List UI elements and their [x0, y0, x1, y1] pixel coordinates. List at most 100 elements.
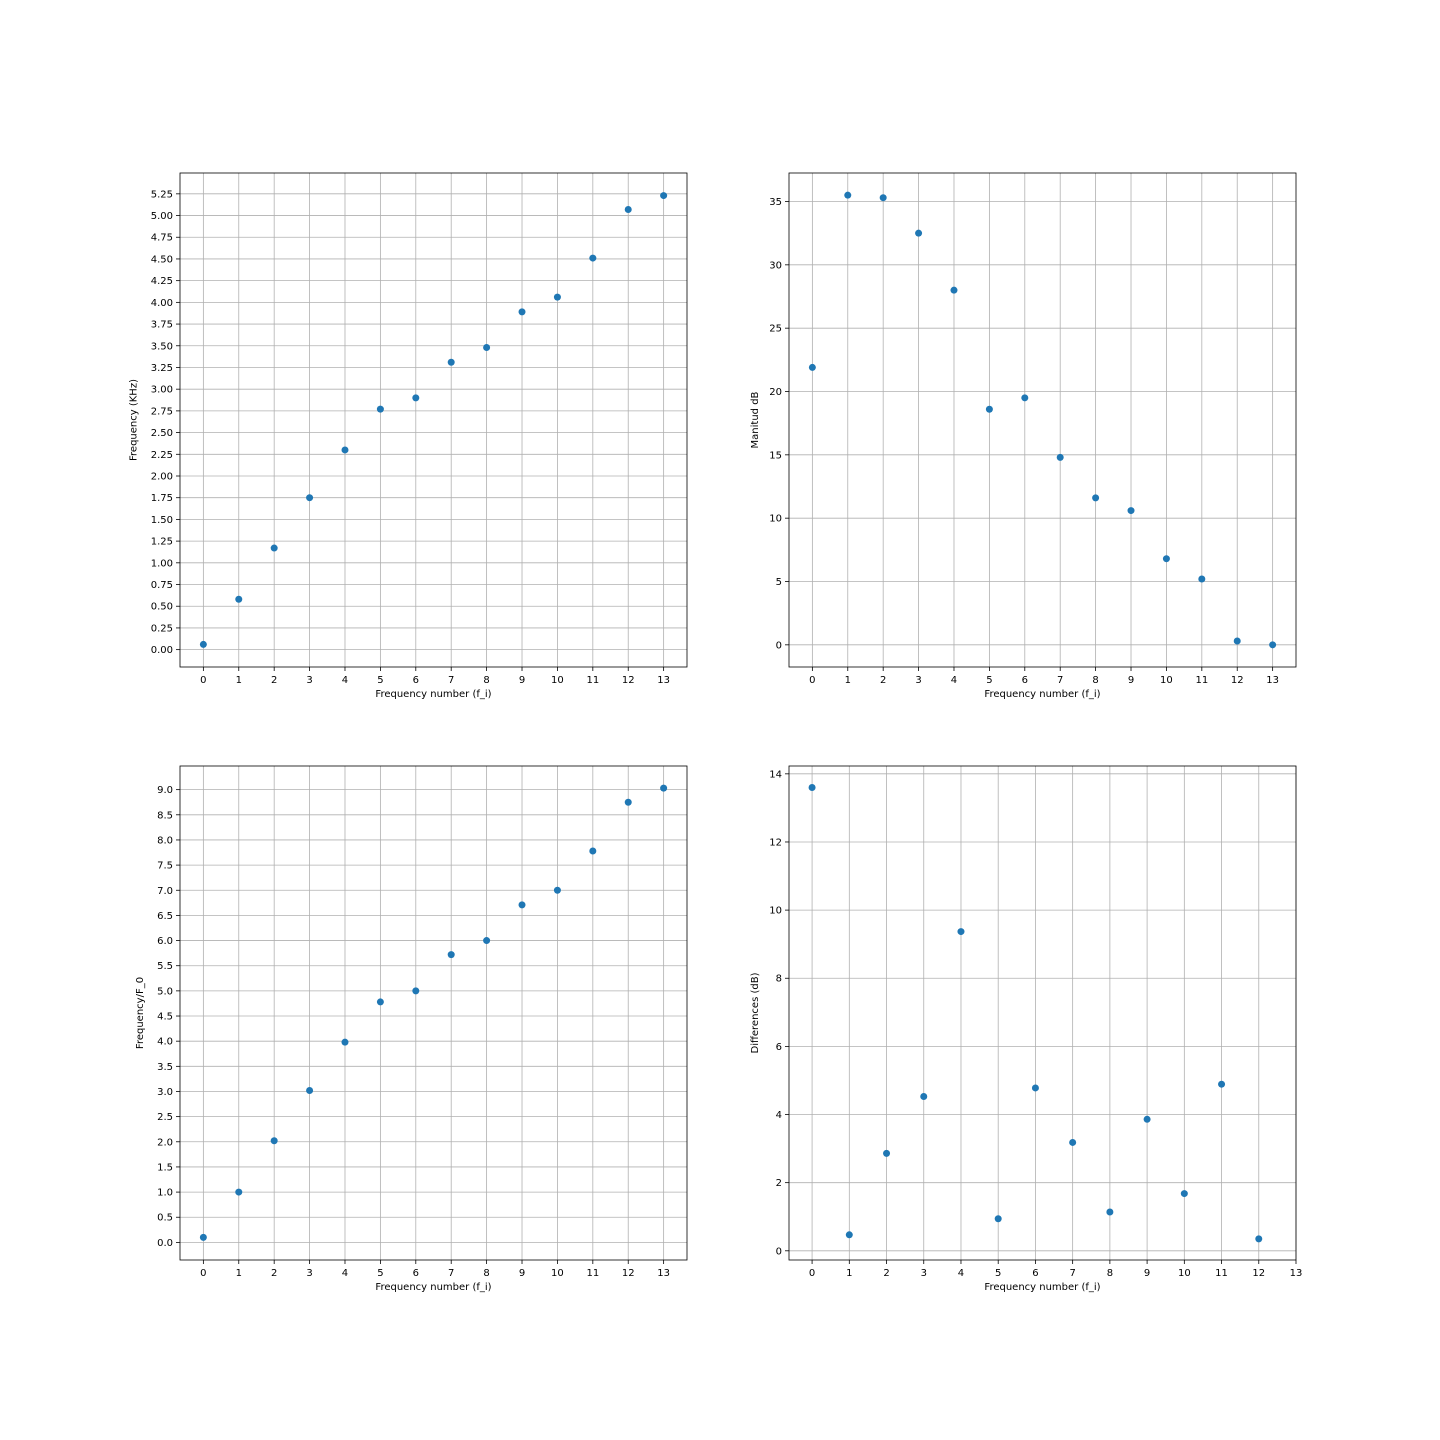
data-point	[950, 286, 958, 294]
y-tick-label: 6	[776, 1042, 782, 1053]
x-tick-label: 4	[951, 675, 957, 686]
x-tick-label: 9	[1144, 1268, 1150, 1279]
y-tick-label: 2.0	[157, 1137, 173, 1148]
y-tick-label: 10	[769, 514, 782, 525]
y-tick-label: 8.5	[157, 810, 173, 821]
y-tick-label: 4.50	[151, 254, 173, 265]
x-tick-label: 9	[519, 675, 525, 686]
data-point	[808, 363, 816, 371]
x-tick-label: 10	[551, 1268, 564, 1279]
y-tick-label: 2.50	[151, 428, 173, 439]
data-point	[808, 783, 816, 791]
y-tick-label: 0.50	[151, 602, 173, 613]
data-point	[553, 293, 561, 301]
x-tick-label: 6	[1022, 675, 1028, 686]
y-tick-label: 10	[769, 906, 782, 917]
data-point	[412, 987, 420, 995]
x-axis-label: Frequency number (f_i)	[984, 1282, 1100, 1293]
data-point	[1269, 641, 1277, 649]
data-point	[994, 1215, 1002, 1223]
x-tick-label: 12	[1252, 1268, 1265, 1279]
y-tick-label: 5.25	[151, 189, 173, 200]
data-point	[1143, 1115, 1151, 1123]
data-point	[341, 1038, 349, 1046]
y-tick-label: 2	[776, 1178, 782, 1189]
x-tick-label: 5	[377, 675, 383, 686]
data-point	[1198, 575, 1206, 583]
x-tick-label: 5	[995, 1268, 1001, 1279]
plot-frame	[788, 765, 1297, 1261]
x-tick-label: 3	[306, 675, 312, 686]
y-tick-label: 8.0	[157, 835, 173, 846]
y-tick-label: 1.5	[157, 1162, 173, 1173]
y-tick-label: 1.25	[151, 537, 173, 548]
x-tick-label: 10	[551, 675, 564, 686]
data-point	[1218, 1080, 1226, 1088]
x-axis-label: Frequency number (f_i)	[375, 689, 491, 700]
x-tick-label: 3	[921, 1268, 927, 1279]
y-tick-label: 5	[776, 577, 782, 588]
x-tick-label: 12	[622, 1268, 635, 1279]
x-tick-label: 11	[1215, 1268, 1228, 1279]
y-tick-label: 1.50	[151, 515, 173, 526]
data-point	[1021, 394, 1029, 402]
x-tick-label: 0	[200, 675, 206, 686]
data-point	[589, 847, 597, 855]
data-point	[518, 901, 526, 909]
x-tick-label: 8	[1092, 675, 1098, 686]
x-tick-label: 5	[377, 1268, 383, 1279]
y-axis-label: Differences (dB)	[750, 972, 761, 1053]
data-point	[341, 446, 349, 454]
x-tick-label: 12	[1231, 675, 1244, 686]
y-tick-label: 1.75	[151, 493, 173, 504]
data-point	[1127, 507, 1135, 515]
x-tick-label: 9	[1128, 675, 1134, 686]
y-tick-label: 0.00	[151, 645, 173, 656]
plot-frame	[179, 765, 688, 1261]
y-tick-label: 5.5	[157, 961, 173, 972]
data-point	[447, 358, 455, 366]
data-point	[845, 1231, 853, 1239]
y-tick-label: 5.0	[157, 986, 173, 997]
x-tick-label: 12	[622, 675, 635, 686]
data-point	[589, 254, 597, 262]
chart-panel-2: 0 1 2 3 4 5 6 7 8 9 10 11 12 1305101520253035Frequenc…	[750, 172, 1297, 700]
y-tick-label: 0.25	[151, 623, 173, 634]
y-tick-label: 3.50	[151, 341, 173, 352]
x-tick-label: 13	[1266, 675, 1279, 686]
y-tick-label: 0.0	[157, 1238, 173, 1249]
x-tick-label: 3	[306, 1268, 312, 1279]
y-tick-label: 0	[776, 640, 782, 651]
x-tick-label: 0	[809, 1268, 815, 1279]
x-tick-label: 2	[883, 1268, 889, 1279]
data-point	[624, 798, 632, 806]
x-tick-label: 13	[657, 675, 670, 686]
x-tick-label: 7	[1057, 675, 1063, 686]
y-tick-label: 4.25	[151, 276, 173, 287]
x-tick-label: 7	[1069, 1268, 1075, 1279]
x-tick-label: 13	[657, 1268, 670, 1279]
x-tick-label: 4	[342, 1268, 348, 1279]
y-tick-label: 0	[776, 1246, 782, 1257]
x-tick-label: 8	[1107, 1268, 1113, 1279]
data-point	[957, 928, 965, 936]
data-point	[1106, 1208, 1114, 1216]
data-point	[553, 886, 561, 894]
y-tick-label: 3.25	[151, 363, 173, 374]
x-axis-label: Frequency number (f_i)	[375, 1282, 491, 1293]
x-tick-label: 2	[271, 675, 277, 686]
y-tick-label: 7.0	[157, 886, 173, 897]
y-tick-label: 3.5	[157, 1062, 173, 1073]
data-point	[1092, 494, 1100, 502]
y-tick-label: 5.00	[151, 211, 173, 222]
x-tick-label: 10	[1178, 1268, 1191, 1279]
x-tick-label: 6	[413, 675, 419, 686]
x-tick-label: 4	[958, 1268, 964, 1279]
data-point	[1162, 555, 1170, 563]
x-tick-label: 0	[809, 675, 815, 686]
chart-panel-3: 0 1 2 3 4 5 6 7 8 9 10 11 12 130.00.51.01.52.02.53.03…	[135, 765, 688, 1293]
y-tick-label: 25	[769, 324, 782, 335]
data-point	[660, 192, 668, 200]
data-point	[412, 394, 420, 402]
